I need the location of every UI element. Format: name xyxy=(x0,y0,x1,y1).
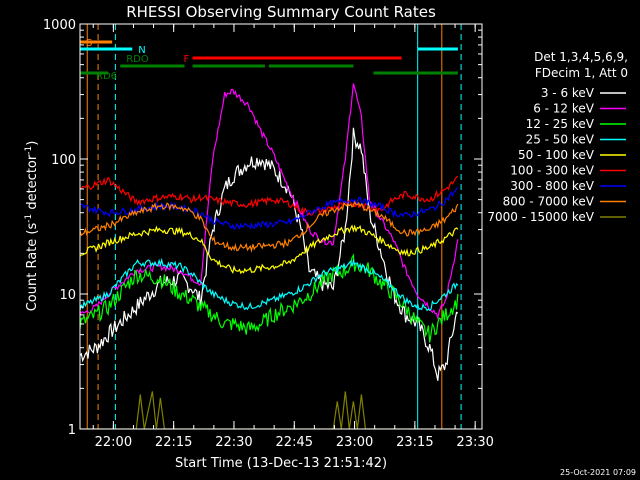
chart-title: RHESSI Observing Summary Count Rates xyxy=(126,3,436,21)
interval-label-s: S xyxy=(86,38,92,49)
y-tick-label-2: 100 xyxy=(51,153,76,168)
series-line-1 xyxy=(80,83,459,321)
legend: Det 1,3,4,5,6,9, FDecim 1, Att 0 3 - 6 k… xyxy=(487,50,628,224)
y-axis-label: Count Rate (s-1 detector-1) xyxy=(24,141,40,312)
x-tick-label-1: 22:15 xyxy=(155,435,192,450)
interval-label-f: F xyxy=(184,54,190,65)
series-line-5 xyxy=(80,175,459,217)
y-tick-label-3: 1000 xyxy=(43,18,76,33)
footer-date: 25-Oct-2021 07:09 xyxy=(560,468,636,477)
x-tick-label-4: 23:00 xyxy=(336,435,373,450)
y-tick-label-0: 1 xyxy=(68,423,76,438)
legend-entry-label-8: 7000 - 15000 keV xyxy=(487,210,594,224)
legend-entry-label-4: 50 - 100 keV xyxy=(518,148,595,162)
series-line-6 xyxy=(80,187,458,231)
legend-entry-label-2: 12 - 25 keV xyxy=(526,117,595,131)
x-tick-label-3: 22:45 xyxy=(276,435,313,450)
x-tick-label-6: 23:30 xyxy=(456,435,493,450)
interval-label-n: N xyxy=(138,45,145,56)
series-line-3 xyxy=(80,257,459,312)
series-line-2 xyxy=(80,253,459,343)
series-line-7 xyxy=(80,200,459,253)
legend-entry-label-7: 800 - 7000 keV xyxy=(503,195,595,209)
legend-entry-label-5: 100 - 300 keV xyxy=(510,164,594,178)
x-axis-label: Start Time (13-Dec-13 21:51:42) xyxy=(175,456,387,471)
x-tick-label-0: 22:00 xyxy=(95,435,132,450)
legend-entry-label-3: 25 - 50 keV xyxy=(526,133,595,147)
legend-entry-label-1: 6 - 12 keV xyxy=(533,102,595,116)
y-tick-label-1: 10 xyxy=(59,288,76,303)
x-tick-label-5: 23:15 xyxy=(396,435,433,450)
series-layer xyxy=(80,83,459,429)
series-line-0 xyxy=(80,127,459,381)
legend-header-line-2: FDecim 1, Att 0 xyxy=(535,66,628,80)
axes: 22:00 22:15 22:30 22:45 23:00 23:15 23:30 1 10 10… xyxy=(43,18,494,450)
x-tick-label-2: 22:30 xyxy=(215,435,252,450)
interval-label-rdo: RDO xyxy=(126,54,149,65)
legend-entry-label-6: 300 - 800 keV xyxy=(510,179,594,193)
interval-label-rd6: RD6 xyxy=(96,71,117,82)
legend-header-line-1: Det 1,3,4,5,6,9, xyxy=(534,50,628,64)
plot-frame xyxy=(79,23,483,430)
interval-bars: S N F RDO RD6 xyxy=(80,38,458,82)
series-line-4 xyxy=(80,224,459,275)
series-line-8 xyxy=(80,391,458,429)
legend-entry-label-0: 3 - 6 keV xyxy=(541,86,595,100)
